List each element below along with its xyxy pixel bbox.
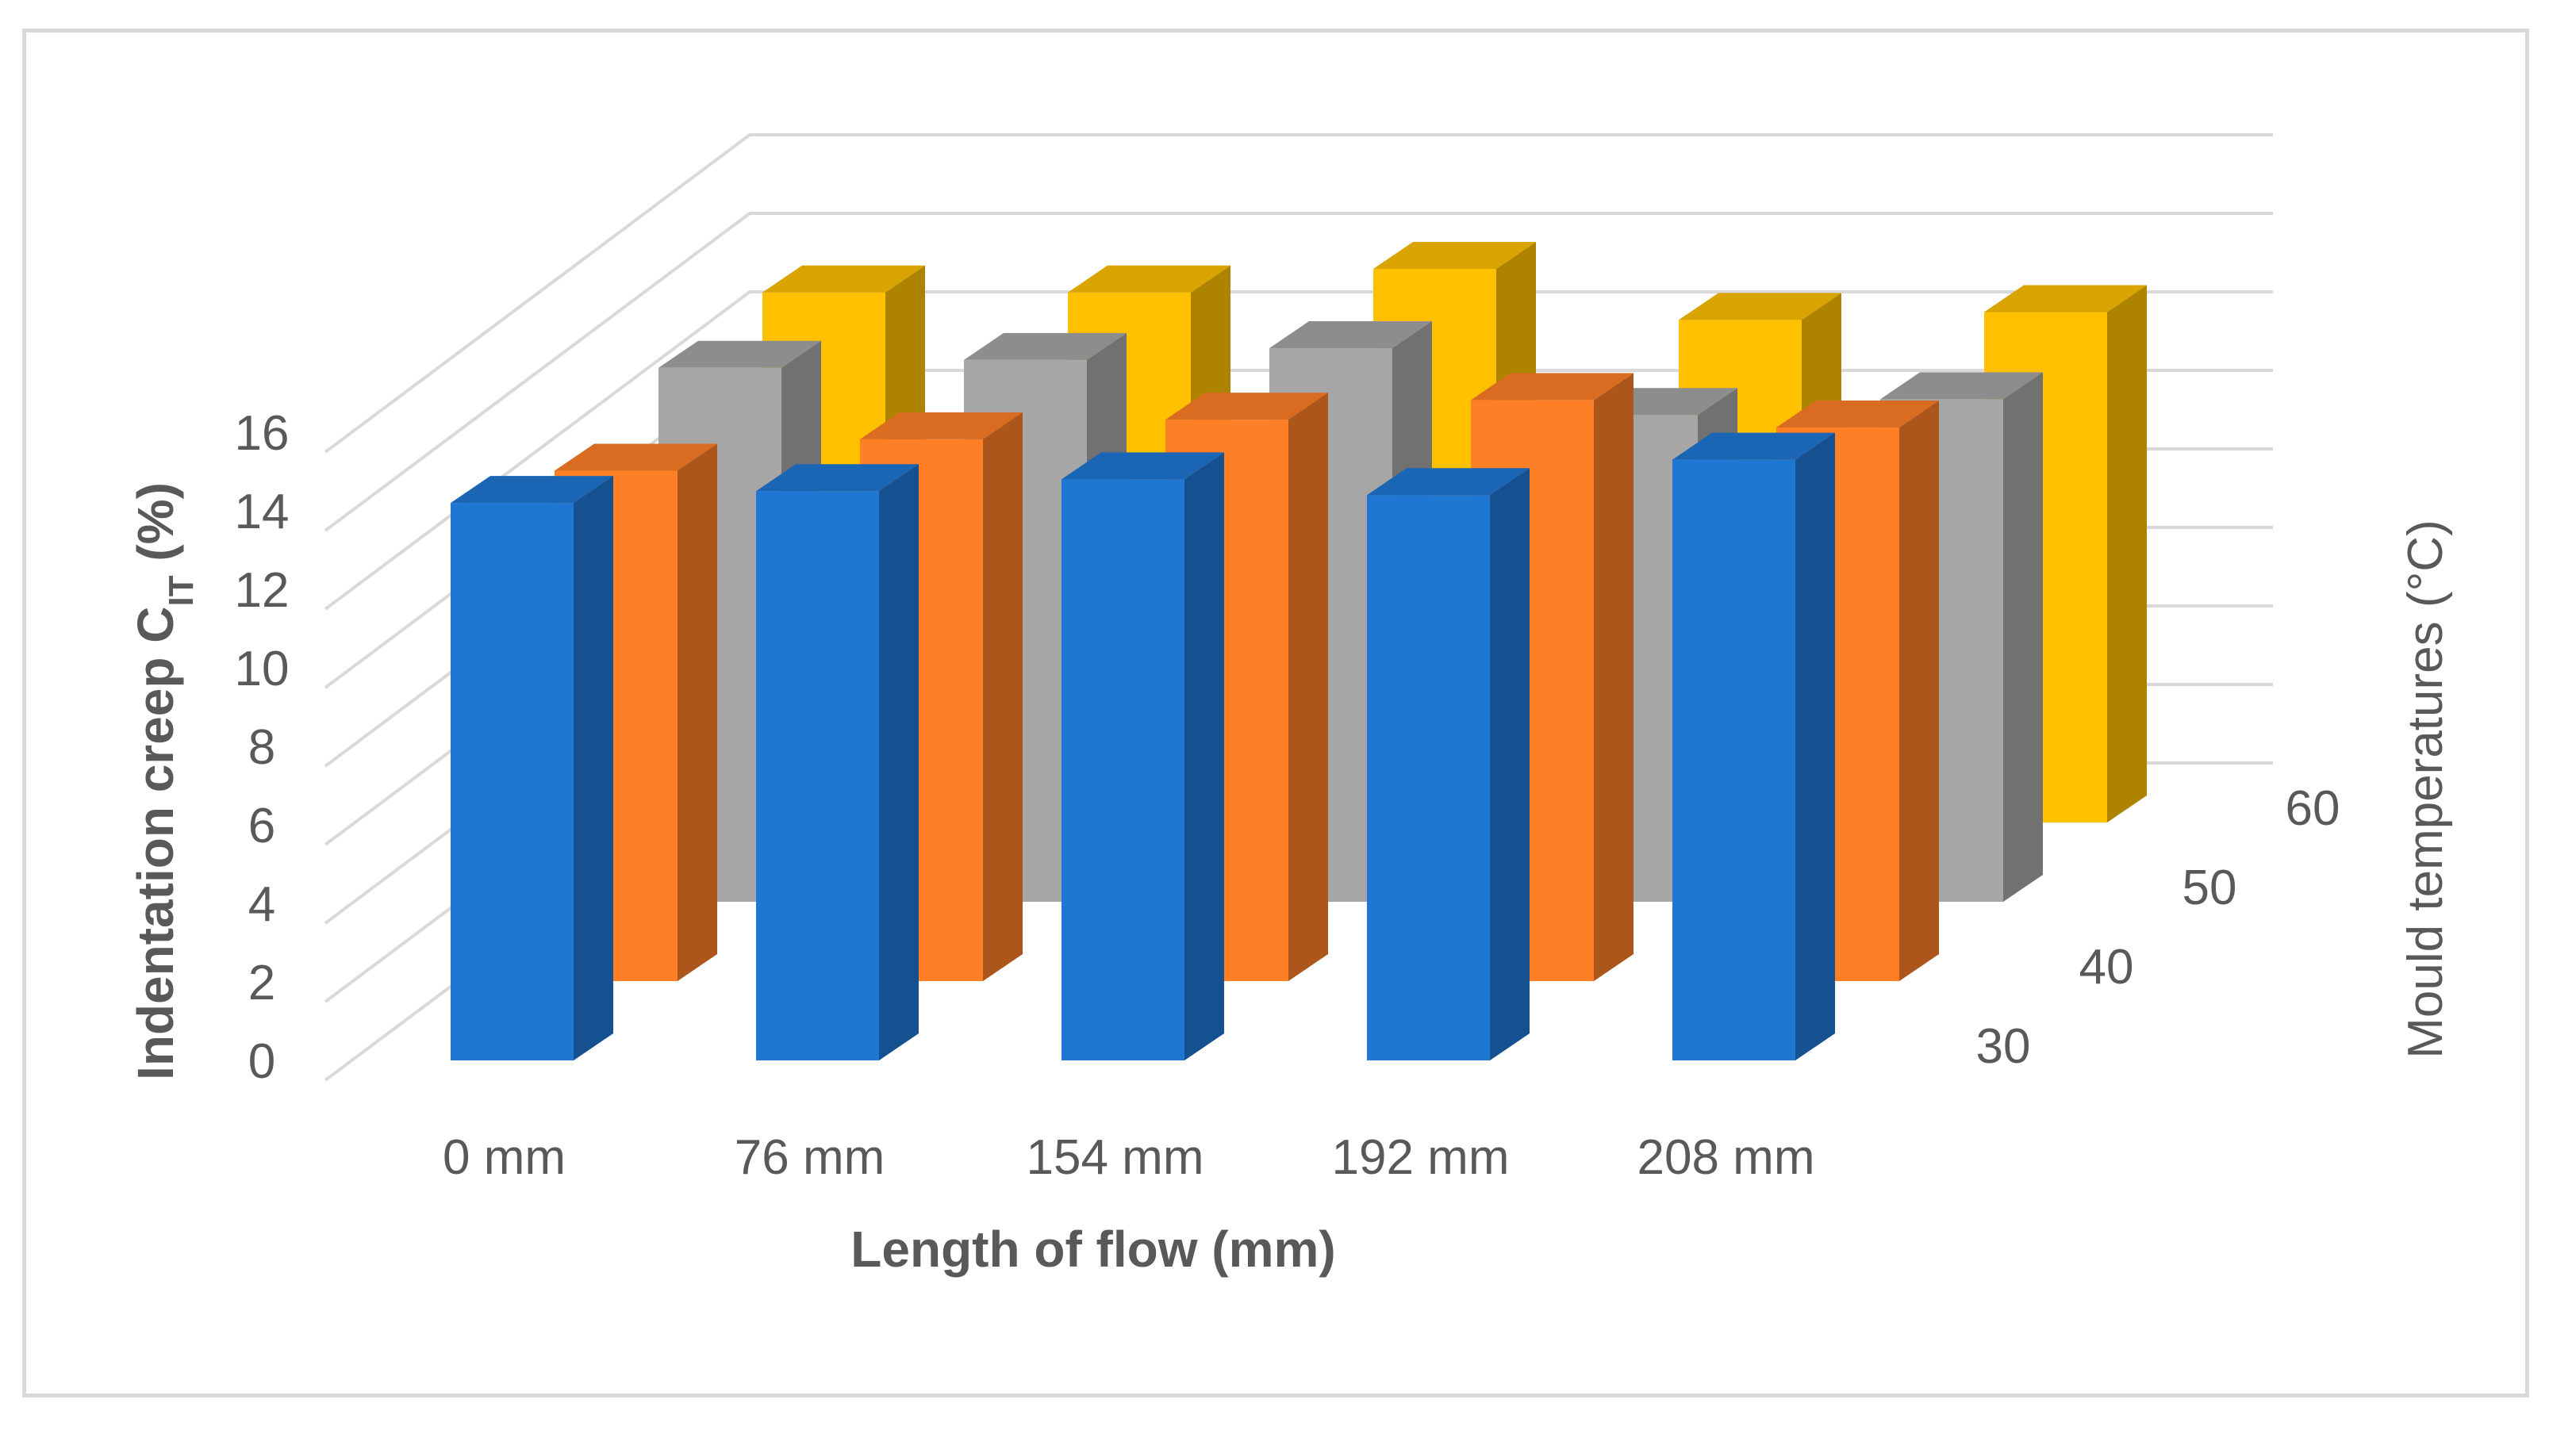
bar-top-face <box>756 464 919 492</box>
bar-top-face <box>860 412 1023 439</box>
bar-side-face <box>2003 372 2043 902</box>
y-axis-title-subscript: IT <box>162 575 201 606</box>
y-tick-label: 14 <box>235 485 290 539</box>
bar-154mm-series-30 <box>1061 452 1224 1060</box>
bars <box>451 242 2147 1060</box>
z-tick-label: 30 <box>1976 1019 2031 1074</box>
x-axis-title: Length of flow (mm) <box>850 1221 1335 1278</box>
bar-top-face <box>1679 293 1841 320</box>
bar-side-face <box>1288 393 1328 981</box>
bar-front-face <box>1672 459 1795 1060</box>
bar-side-face <box>1594 373 1634 981</box>
x-tick-label: 0 mm <box>443 1130 566 1185</box>
bar-top-face <box>1984 285 2147 312</box>
z-tick-label: 50 <box>2182 861 2237 915</box>
bar-front-face <box>756 491 879 1060</box>
y-tick-label: 4 <box>248 877 275 932</box>
y-axis-title-unit: (%) <box>127 482 184 575</box>
bar-side-face <box>1899 401 1939 981</box>
y-tick-label: 8 <box>248 720 275 775</box>
y-tick-label: 16 <box>235 406 290 461</box>
bar-top-face <box>1776 401 1939 428</box>
z-tick-labels: 30 40 50 60 <box>1976 781 2340 1074</box>
bar-top-face <box>451 476 613 504</box>
y-tick-labels: 0 2 4 6 8 10 12 14 16 <box>235 406 290 1089</box>
x-tick-label: 192 mm <box>1332 1130 1510 1185</box>
y-tick-label: 0 <box>248 1034 275 1089</box>
bar-top-face <box>1269 321 1432 349</box>
z-tick-label: 60 <box>2286 781 2340 836</box>
bar-top-face <box>1880 372 2043 400</box>
x-tick-label: 76 mm <box>735 1130 885 1185</box>
bar-side-face <box>879 464 919 1060</box>
bar-side-face <box>1184 452 1224 1060</box>
bar-top-face <box>1373 242 1536 270</box>
y-axis-title: Indentation creep CIT (%) <box>127 482 201 1080</box>
z-tick-label: 40 <box>2079 940 2134 995</box>
bar-side-face <box>574 476 613 1060</box>
bar-top-face <box>1672 432 1835 460</box>
bar-top-face <box>1068 265 1230 293</box>
bar-side-face <box>2107 285 2147 822</box>
bar-front-face <box>451 503 574 1060</box>
bar-side-face <box>1490 468 1530 1060</box>
bar-208mm-series-30 <box>1672 432 1835 1060</box>
x-tick-label: 208 mm <box>1637 1130 1815 1185</box>
bar-top-face <box>555 443 717 471</box>
gridline <box>324 212 2273 532</box>
x-tick-labels: 0 mm 76 mm 154 mm 192 mm 208 mm <box>443 1130 1814 1185</box>
bar-0mm-series-30 <box>451 476 613 1060</box>
bar-front-face <box>1061 479 1184 1060</box>
bar-192mm-series-30 <box>1367 468 1530 1060</box>
bar-top-face <box>658 340 821 368</box>
bar-front-face <box>1367 495 1490 1060</box>
bar-top-face <box>1061 452 1224 480</box>
y-tick-label: 6 <box>248 799 275 853</box>
bar-top-face <box>762 265 925 293</box>
bar-side-face <box>678 443 717 981</box>
bar-top-face <box>1471 373 1634 401</box>
x-tick-label: 154 mm <box>1027 1130 1204 1185</box>
bar-side-face <box>983 412 1023 981</box>
y-tick-label: 12 <box>235 563 290 618</box>
bar-side-face <box>1795 432 1835 1060</box>
y-axis-title-main: Indentation creep C <box>127 607 184 1080</box>
y-tick-label: 2 <box>248 956 275 1010</box>
gridline <box>324 133 2273 454</box>
bar-top-face <box>1367 468 1530 496</box>
z-axis-title: Mould temperatures (°C) <box>2398 519 2453 1058</box>
bar-top-face <box>1165 393 1328 420</box>
y-tick-label: 10 <box>235 642 290 696</box>
bar-76mm-series-30 <box>756 464 919 1060</box>
bar-top-face <box>964 332 1127 360</box>
